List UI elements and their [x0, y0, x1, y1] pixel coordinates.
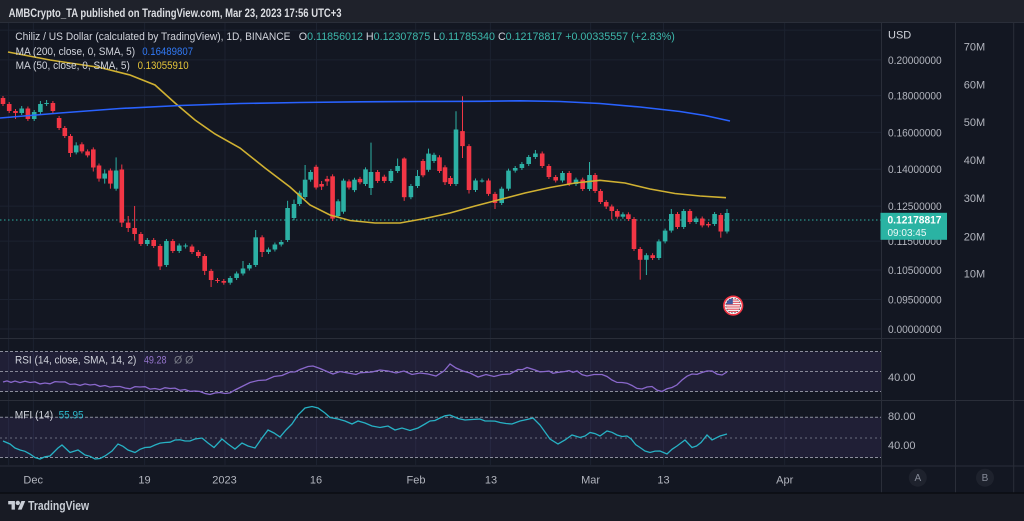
- svg-text:0.16000000: 0.16000000: [888, 127, 942, 139]
- svg-text:50M: 50M: [964, 117, 985, 129]
- svg-text:Dec: Dec: [23, 475, 43, 487]
- svg-text:16: 16: [310, 475, 322, 487]
- svg-text:40M: 40M: [964, 155, 985, 167]
- svg-text:O0.11856012 H0.12307875 L0.117: O0.11856012 H0.12307875 L0.11785340 C0.1…: [299, 31, 675, 43]
- svg-text:0.09500000: 0.09500000: [888, 294, 942, 306]
- svg-text:A: A: [914, 473, 921, 484]
- svg-text:40.00: 40.00: [888, 440, 916, 452]
- svg-text:0.14000000: 0.14000000: [888, 164, 942, 176]
- svg-text:55.95: 55.95: [59, 410, 84, 422]
- svg-text:49.28: 49.28: [144, 354, 167, 366]
- svg-text:Feb: Feb: [407, 475, 426, 487]
- svg-text:10M: 10M: [964, 269, 985, 281]
- svg-text:0.12178817: 0.12178817: [888, 215, 942, 227]
- svg-text:MA (200, close, 0, SMA, 5): MA (200, close, 0, SMA, 5): [16, 46, 136, 58]
- svg-text:TradingView: TradingView: [28, 499, 89, 513]
- svg-text:09:03:45: 09:03:45: [888, 228, 927, 239]
- svg-text:13: 13: [485, 475, 497, 487]
- svg-text:Mar: Mar: [581, 475, 600, 487]
- svg-text:0.18000000: 0.18000000: [888, 91, 942, 103]
- svg-text:60M: 60M: [964, 79, 985, 91]
- svg-text:0.00000000: 0.00000000: [888, 324, 942, 336]
- svg-text:MA (50, close, 0, SMA, 5): MA (50, close, 0, SMA, 5): [16, 60, 130, 72]
- svg-text:0.13055910: 0.13055910: [138, 60, 189, 72]
- svg-text:0.10500000: 0.10500000: [888, 265, 942, 277]
- svg-text:30M: 30M: [964, 193, 985, 205]
- svg-text:MFI (14): MFI (14): [15, 410, 53, 422]
- svg-text:B: B: [982, 473, 989, 484]
- svg-text:USD: USD: [888, 30, 911, 42]
- svg-text:Apr: Apr: [776, 475, 793, 487]
- svg-text:2023: 2023: [212, 475, 236, 487]
- svg-text:40.00: 40.00: [888, 372, 916, 384]
- svg-text:20M: 20M: [964, 231, 985, 243]
- svg-text:AMBCrypto_TA published on Trad: AMBCrypto_TA published on TradingView.co…: [9, 8, 342, 20]
- svg-text:Ø Ø: Ø Ø: [174, 354, 194, 366]
- svg-text:0.16489807: 0.16489807: [142, 46, 193, 58]
- svg-text:13: 13: [657, 475, 669, 487]
- svg-text:RSI (14, close, SMA, 14, 2): RSI (14, close, SMA, 14, 2): [15, 354, 136, 366]
- svg-text:80.00: 80.00: [888, 411, 916, 423]
- svg-text:19: 19: [138, 475, 150, 487]
- svg-text:70M: 70M: [964, 41, 985, 53]
- svg-text:0.20000000: 0.20000000: [888, 55, 942, 67]
- svg-text:0.12500000: 0.12500000: [888, 201, 942, 213]
- svg-text:Chiliz / US Dollar (calculated: Chiliz / US Dollar (calculated by Tradin…: [15, 31, 290, 43]
